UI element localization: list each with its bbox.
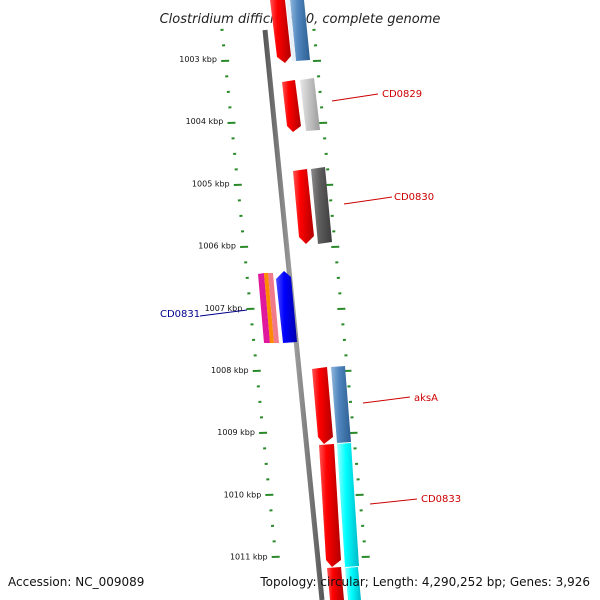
scale-label: 1010 kbp: [224, 490, 262, 499]
gene-block-cyan: [345, 567, 361, 600]
gene-arrow-red: [312, 367, 333, 444]
scale-ticks-left: [220, 28, 280, 558]
gene-arrow-blue: [276, 271, 297, 343]
gene-block-lightgray: [300, 78, 320, 131]
scale-label: 1003 kbp: [179, 55, 217, 64]
gene-block-orange: [264, 273, 274, 343]
scale-label: 1007 kbp: [205, 304, 243, 313]
scale-labels: 1003 kbp 1004 kbp 1005 kbp 1006 kbp 1007 kbp…: [179, 55, 267, 562]
gene-arrow-red: [270, 0, 291, 63]
gene-block-steelblue: [290, 0, 310, 61]
gene-label-cd0829: CD0829: [382, 89, 422, 100]
gene-arrow-red: [327, 567, 344, 600]
scale-label: 1005 kbp: [192, 179, 230, 188]
gene-arrow-red: [282, 80, 301, 132]
scale-label: 1008 kbp: [211, 366, 249, 375]
scale-label: 1011 kbp: [230, 553, 268, 562]
gene-label-aksa: aksA: [414, 393, 438, 404]
gene-callouts: CD0829 CD0830 CD0831 aksA CD0833: [160, 89, 461, 505]
scale-label: 1009 kbp: [217, 428, 255, 437]
gene-label-cd0831: CD0831: [160, 309, 200, 320]
accession-text: Accession: NC_009089: [8, 575, 144, 589]
gene-label-cd0833: CD0833: [421, 494, 461, 505]
scale-label: 1004 kbp: [186, 117, 224, 126]
gene-block-magenta: [258, 273, 270, 343]
gene-label-cd0830: CD0830: [394, 192, 434, 203]
gene-block-darkgray: [311, 167, 332, 244]
gene-block-steelblue: [331, 366, 351, 443]
gene-arrow-red: [319, 444, 341, 567]
gene-features: [258, 0, 361, 600]
gene-arrow-red: [293, 169, 314, 244]
scale-label: 1006 kbp: [198, 242, 236, 251]
genome-summary-text: Topology: circular; Length: 4,290,252 bp…: [259, 575, 590, 589]
gene-block-cyan: [337, 443, 359, 567]
gene-block-pink: [268, 273, 279, 343]
